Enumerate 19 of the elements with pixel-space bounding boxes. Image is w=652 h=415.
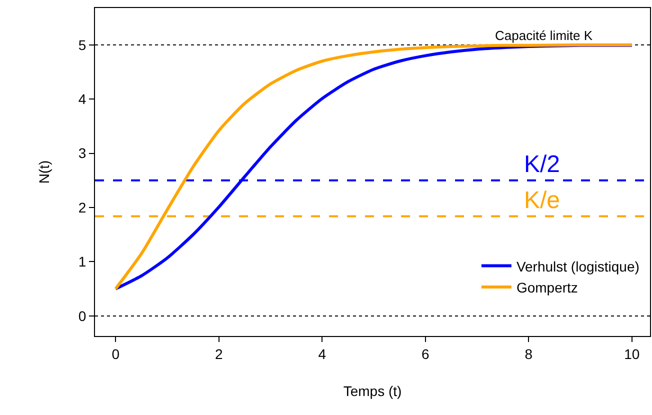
y-tick-label: 3 (78, 145, 86, 162)
x-tick-label: 4 (318, 346, 326, 362)
y-tick-label: 1 (78, 254, 86, 270)
ref-line-label: Capacité limite K (495, 28, 593, 43)
ref-line-label: K/2 (524, 151, 560, 178)
y-tick-label: 2 (78, 199, 86, 216)
legend-label: Verhulst (logistique) (516, 258, 640, 274)
x-axis-title: Temps (t) (343, 383, 402, 400)
x-tick-label: 2 (215, 346, 224, 362)
ref-line-label: K/e (524, 187, 560, 214)
y-tick-label: 5 (78, 36, 86, 53)
x-tick-label: 10 (624, 346, 640, 362)
y-tick-label: 4 (78, 90, 86, 107)
y-tick-label: 0 (78, 308, 86, 324)
x-tick-label: 6 (422, 346, 430, 362)
legend-label: Gompertz (516, 279, 578, 296)
x-tick-label: 8 (524, 346, 533, 362)
y-axis-title: N(t) (36, 160, 52, 184)
x-tick-label: 0 (112, 346, 120, 362)
